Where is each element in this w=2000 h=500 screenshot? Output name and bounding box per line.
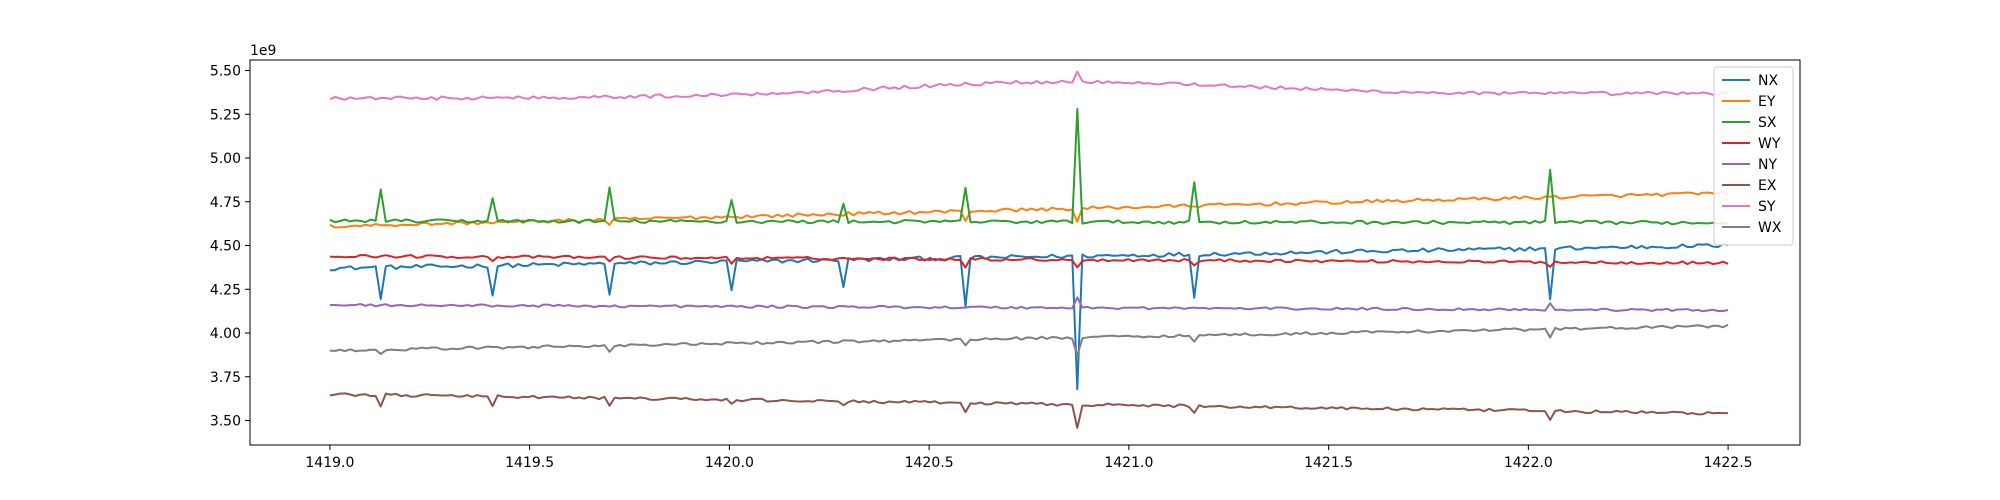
x-tick-label: 1420.0 <box>705 455 754 471</box>
x-tick-label: 1420.5 <box>905 455 954 471</box>
legend-label-sx: SX <box>1758 115 1777 131</box>
x-tick-label: 1421.5 <box>1304 455 1353 471</box>
series-line-nx <box>329 243 1729 391</box>
y-tick-label: 4.00 <box>210 326 241 342</box>
legend-label-wy: WY <box>1758 136 1781 152</box>
y-tick-label: 4.50 <box>210 239 241 255</box>
y-tick-label: 5.50 <box>210 64 241 80</box>
series-line-ny <box>329 296 1729 313</box>
legend-box <box>1713 66 1794 246</box>
x-tick-label: 1419.0 <box>305 455 354 471</box>
legend-label-ey: EY <box>1758 94 1776 110</box>
y-tick-label: 5.00 <box>210 151 241 167</box>
y-tick-label: 5.25 <box>210 107 241 123</box>
x-tick-label: 1421.0 <box>1104 455 1153 471</box>
y-tick-label: 3.50 <box>210 414 241 430</box>
legend-label-ny: NY <box>1758 157 1777 173</box>
legend-label-wx: WX <box>1758 220 1782 236</box>
x-tick-label: 1419.5 <box>505 455 554 471</box>
series-line-sy <box>329 70 1729 101</box>
legend-label-ex: EX <box>1758 178 1777 194</box>
x-tick-label: 1422.5 <box>1704 455 1753 471</box>
x-tick-label: 1422.0 <box>1504 455 1553 471</box>
plot-area <box>250 60 1800 445</box>
y-tick-label: 4.75 <box>210 195 241 211</box>
y-tick-label: 4.25 <box>210 282 241 298</box>
series-line-wy <box>329 254 1729 269</box>
series-line-ey <box>329 190 1729 229</box>
x-axis: 1419.0 1419.5 1420.0 1420.5 1421.0 1421.5 1422… <box>305 445 1753 471</box>
y-tick-label: 3.75 <box>210 370 241 386</box>
y-offset-label: 1e9 <box>250 43 276 59</box>
series-line-wx <box>329 323 1729 357</box>
legend: NX EY SX WY NY EX SY WX <box>1713 66 1794 246</box>
legend-label-nx: NX <box>1758 73 1778 89</box>
series-layer <box>329 70 1729 429</box>
series-line-ex <box>329 392 1729 429</box>
plot-frame <box>249 59 1801 446</box>
series-line-sx <box>329 108 1729 226</box>
legend-label-sy: SY <box>1758 199 1776 215</box>
y-axis: 3.50 3.75 4.00 4.25 4.50 4.75 5.00 5.25 5.50 <box>210 64 250 430</box>
